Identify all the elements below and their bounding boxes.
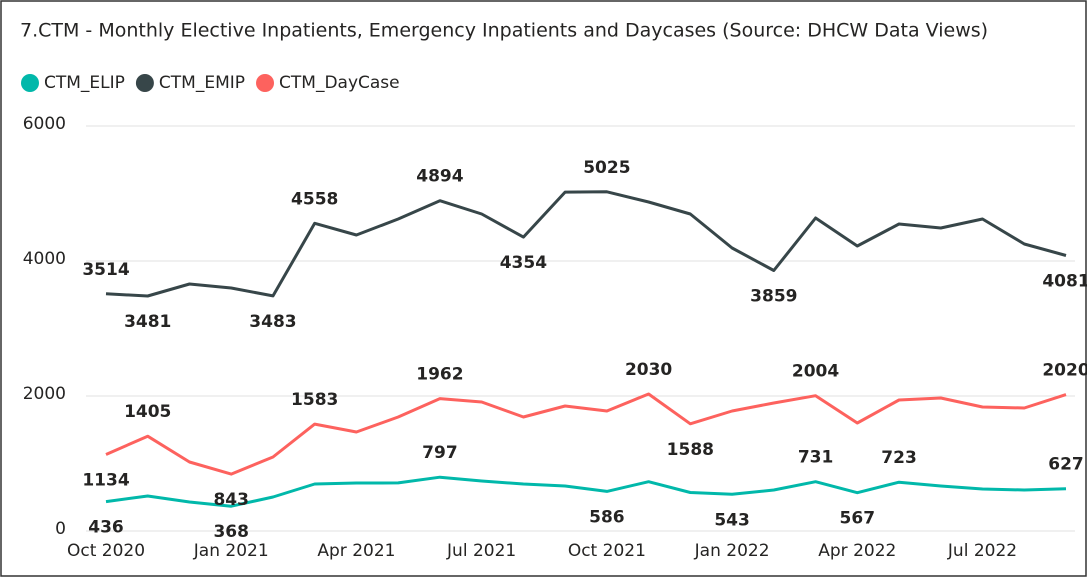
data-label: 543: [714, 510, 750, 530]
data-label: 2020: [1042, 361, 1087, 381]
data-label: 5025: [583, 158, 630, 178]
series-line: [105, 392, 1067, 476]
data-label: 4081: [1042, 272, 1087, 292]
data-label: 731: [798, 448, 834, 468]
data-label: 3481: [124, 312, 171, 332]
data-label: 1583: [291, 390, 338, 410]
x-tick-label: Oct 2021: [568, 541, 646, 561]
data-label: 436: [88, 518, 124, 538]
series-line: [105, 190, 1067, 298]
data-label: 843: [213, 490, 249, 510]
data-label: 627: [1048, 455, 1084, 475]
data-label: 4894: [416, 167, 463, 187]
data-label: 1588: [667, 440, 714, 460]
data-label: 4354: [500, 253, 547, 273]
chart-title: 7.CTM - Monthly Elective Inpatients, Eme…: [20, 20, 988, 42]
x-tick-label: Apr 2021: [317, 541, 395, 561]
data-label: 3483: [249, 312, 296, 332]
data-label: 586: [589, 507, 625, 527]
data-label: 1405: [124, 402, 171, 422]
x-tick-label: Apr 2022: [818, 541, 896, 561]
data-label: 2004: [792, 362, 839, 382]
data-label: 567: [840, 509, 876, 529]
y-tick-label: 2000: [23, 384, 66, 404]
data-label: 4558: [291, 189, 338, 209]
x-tick-label: Jan 2021: [193, 541, 269, 561]
legend-swatch: [21, 74, 39, 92]
y-tick-label: 4000: [23, 249, 66, 269]
data-label: 2030: [625, 360, 672, 380]
data-label: 1962: [416, 365, 463, 385]
legend-label: CTM_ELIP: [44, 73, 125, 93]
data-label: 3514: [82, 260, 129, 280]
x-tick-label: Jul 2021: [446, 541, 516, 561]
legend-swatch: [256, 74, 275, 92]
legend-swatch: [135, 74, 154, 92]
x-tick-label: Jul 2022: [947, 541, 1017, 561]
legend-label: CTM_EMIP: [159, 73, 245, 93]
series-line: [105, 475, 1067, 508]
data-label: 797: [422, 443, 458, 463]
x-tick-label: Oct 2020: [67, 541, 145, 561]
x-tick-label: Jan 2022: [694, 541, 770, 561]
data-label: 3859: [750, 287, 797, 307]
y-tick-label: 6000: [23, 114, 66, 134]
data-label: 723: [881, 448, 917, 468]
data-label: 368: [213, 522, 249, 542]
data-label: 1134: [82, 470, 129, 490]
y-tick-label: 0: [55, 519, 66, 539]
legend-label: CTM_DayCase: [279, 73, 400, 93]
